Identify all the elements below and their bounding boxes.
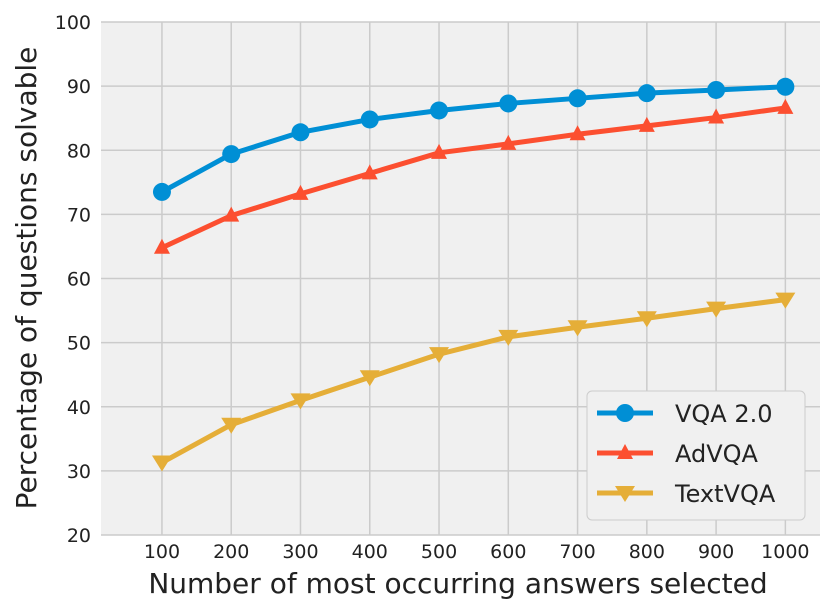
legend-item-vqa-2-0: VQA 2.0 — [597, 400, 773, 428]
data-point-vqa-2-0 — [776, 77, 795, 96]
x-tick-label: 900 — [698, 541, 734, 563]
legend-box — [586, 390, 806, 521]
series-line-vqa-2-0 — [159, 84, 788, 195]
data-point-vqa-2-0 — [430, 101, 449, 120]
data-point-advqa — [708, 108, 725, 124]
data-point-advqa — [638, 116, 655, 132]
series-vqa-2-0 — [152, 77, 795, 201]
legend: VQA 2.0 AdVQA TextVQA — [586, 390, 806, 521]
data-point-vqa-2-0 — [152, 182, 171, 201]
data-point-advqa — [431, 143, 448, 159]
data-point-vqa-2-0 — [707, 80, 726, 99]
y-tick-label: 30 — [67, 461, 91, 483]
x-tick-label: 800 — [629, 541, 665, 563]
data-point-textvqa — [429, 347, 450, 364]
series-line-advqa — [159, 105, 788, 251]
grid — [101, 21, 820, 536]
x-tick-label: 700 — [559, 541, 595, 563]
data-point-textvqa — [706, 301, 727, 318]
data-point-advqa — [361, 164, 378, 180]
data-point-textvqa — [359, 370, 380, 387]
legend-marker — [617, 444, 633, 459]
x-tick-label: 500 — [421, 541, 457, 563]
tick-labels: 100 200 300 400 500 600 700 800 900 1000 20 30 40 50 6… — [55, 12, 810, 563]
legend-label: TextVQA — [674, 480, 776, 508]
data-point-vqa-2-0 — [499, 94, 518, 113]
y-tick-label: 60 — [67, 269, 91, 291]
data-point-textvqa — [290, 393, 311, 410]
data-point-advqa — [292, 184, 309, 200]
series-layer — [151, 77, 796, 472]
y-tick-label: 20 — [67, 525, 91, 547]
data-point-advqa — [569, 125, 586, 141]
data-point-textvqa — [775, 292, 796, 309]
x-tick-label: 1000 — [761, 541, 809, 563]
data-point-textvqa — [221, 417, 242, 434]
data-point-vqa-2-0 — [637, 84, 656, 103]
legend-item-textvqa: TextVQA — [597, 480, 776, 508]
y-tick-label: 80 — [67, 140, 91, 162]
y-tick-label: 70 — [67, 204, 91, 226]
y-tick-label: 100 — [55, 12, 91, 34]
data-point-textvqa — [498, 329, 519, 346]
legend-label: VQA 2.0 — [675, 400, 773, 428]
data-point-textvqa — [567, 320, 588, 337]
x-tick-label: 200 — [213, 541, 249, 563]
legend-item-advqa: AdVQA — [597, 440, 759, 468]
legend-label: AdVQA — [675, 440, 759, 468]
legend-marker — [616, 404, 634, 422]
data-point-textvqa — [151, 455, 172, 472]
data-point-advqa — [500, 134, 517, 150]
data-point-vqa-2-0 — [222, 145, 241, 164]
data-point-vqa-2-0 — [291, 123, 310, 142]
y-axis-label: Percentage of questions solvable — [10, 47, 43, 510]
x-tick-label: 300 — [282, 541, 318, 563]
x-tick-label: 100 — [144, 541, 180, 563]
y-tick-label: 40 — [67, 397, 91, 419]
legend-marker — [615, 486, 635, 502]
series-textvqa — [151, 292, 796, 472]
data-point-vqa-2-0 — [360, 110, 379, 129]
x-axis-label: Number of most occurring answers selecte… — [148, 567, 767, 600]
series-line-textvqa — [159, 297, 788, 466]
y-tick-label: 90 — [67, 76, 91, 98]
series-advqa — [153, 98, 794, 254]
data-point-vqa-2-0 — [568, 89, 587, 108]
x-tick-label: 600 — [490, 541, 526, 563]
data-point-advqa — [777, 98, 794, 114]
data-point-textvqa — [636, 311, 657, 328]
data-point-advqa — [223, 206, 240, 222]
data-point-advqa — [153, 238, 170, 254]
x-tick-label: 400 — [352, 541, 388, 563]
y-tick-label: 50 — [67, 333, 91, 355]
